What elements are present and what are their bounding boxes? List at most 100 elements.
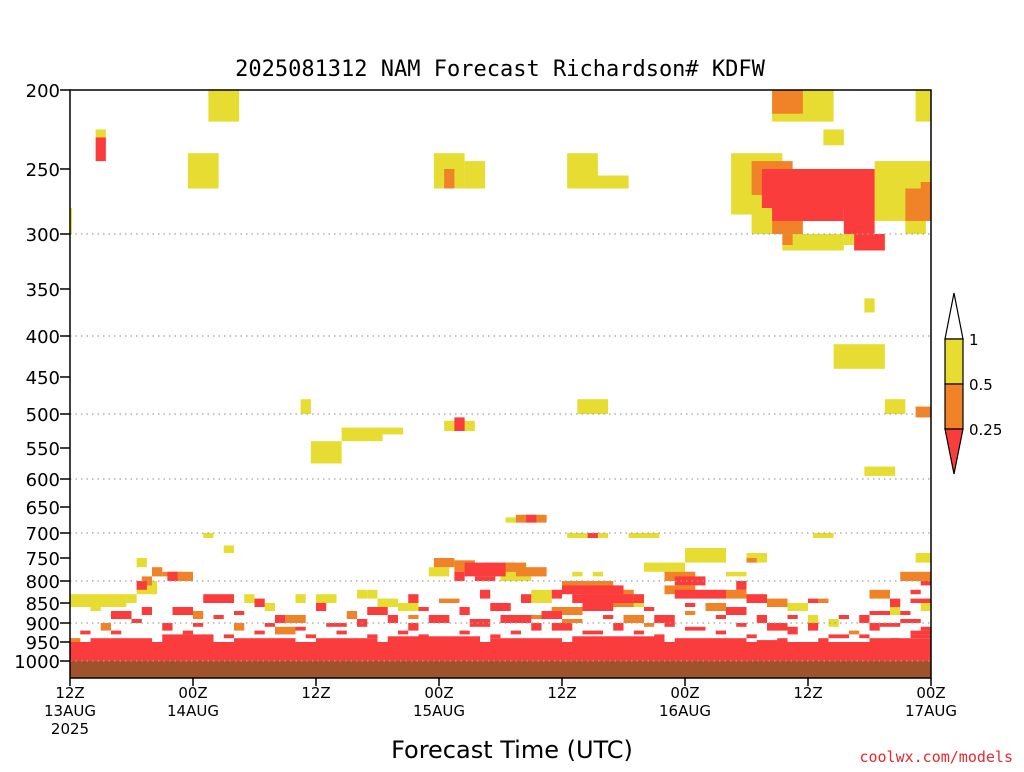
ri-cell [275,626,296,635]
ground-layer [70,661,931,678]
ri-cell [172,571,193,581]
ri-cell [90,607,101,611]
y-tick-label: 400 [26,327,60,348]
ri-cell [111,611,132,619]
ri-cell [100,623,111,631]
ri-cell [910,598,931,603]
ri-cell [915,90,931,122]
ri-cell [551,607,583,615]
ri-cell [751,208,773,234]
ri-cell [433,558,455,568]
x-tick-label: 17AUG [905,702,957,720]
ri-cell [644,607,655,611]
ri-cell [377,598,398,607]
ri-cell [464,562,506,577]
ri-cell [572,571,583,577]
ri-cell [736,581,747,590]
ri-cell [849,630,860,635]
ri-cell [341,427,383,442]
legend-arrow-bottom [944,428,964,475]
ri-cell [787,615,798,619]
ri-cell [644,562,685,572]
ri-cell [234,623,245,631]
ri-cell [521,576,532,581]
y-tick-label: 750 [26,549,60,570]
ri-cell [490,638,562,642]
ri-cell [141,607,152,615]
ri-cell [531,623,542,631]
ri-cell [869,611,890,615]
ri-cell [808,598,819,603]
ri-cell [726,589,747,599]
ri-cell [510,630,521,635]
ri-cell [203,594,234,603]
gridlines [70,233,931,662]
ri-cell [787,626,798,635]
ri-cell [890,598,901,607]
y-tick-label: 850 [26,594,60,615]
ri-cell [80,649,91,654]
ri-cell [603,615,614,619]
ri-cell [577,175,629,189]
ri-cell [808,615,819,623]
legend-label: 1 [969,331,979,349]
x-tick-label: 16AUG [659,702,711,720]
ri-cell [828,634,849,639]
ground-fill [70,661,931,678]
ri-cell [408,594,419,603]
ri-cell [726,571,747,577]
ri-cell [526,514,537,523]
ri-cell [182,630,193,635]
ri-cell [644,623,655,627]
ri-cell [746,558,757,563]
ri-cell [316,638,378,642]
ri-cell [864,298,875,313]
ri-cell [136,581,147,590]
y-tick-label: 350 [26,280,60,301]
ri-cell [444,169,455,189]
ri-cell [90,638,152,642]
ri-cell [577,399,609,414]
ri-cell [685,548,726,563]
ri-cell [843,169,875,234]
y-tick-label: 500 [26,405,60,426]
ri-cell [541,611,562,619]
ri-cell [152,567,163,577]
y-tick-label: 900 [26,614,60,635]
ri-cell [756,640,788,642]
chart-title: 2025081312 NAM Forecast Richardson# KDFW [235,57,766,82]
ri-cell [439,598,460,603]
ri-cell [367,634,378,639]
ri-cell [623,615,644,623]
ri-cell [70,594,127,607]
ri-cell [254,630,265,635]
y-tick-label: 700 [26,524,60,545]
ri-cell [300,399,311,414]
ri-cell [454,571,465,581]
ri-cell [633,594,644,603]
y-tick-label: 250 [26,160,60,181]
ri-cell [234,611,245,615]
ri-cell [915,406,931,418]
ri-cell [920,626,931,631]
x-tick-label: 12Z [55,684,84,702]
y-tick-label: 950 [26,633,60,654]
credit-text: coolwx.com/models [859,748,1013,766]
x-tick-label: 12Z [301,684,330,702]
x-tick-label: 2025 [51,720,89,738]
ri-cell [234,638,296,642]
ri-cell [767,623,788,631]
ri-cell [500,571,521,581]
ri-cell [326,623,347,627]
ri-cell [439,619,450,623]
ri-cell [782,234,844,251]
ri-cell [833,344,885,369]
ri-cell [254,598,265,607]
ri-cell [111,630,122,635]
ri-cell [869,638,931,642]
ri-cell [818,638,829,642]
ri-cell [387,615,398,623]
ri-cell [244,594,255,603]
ri-cell [459,630,470,635]
